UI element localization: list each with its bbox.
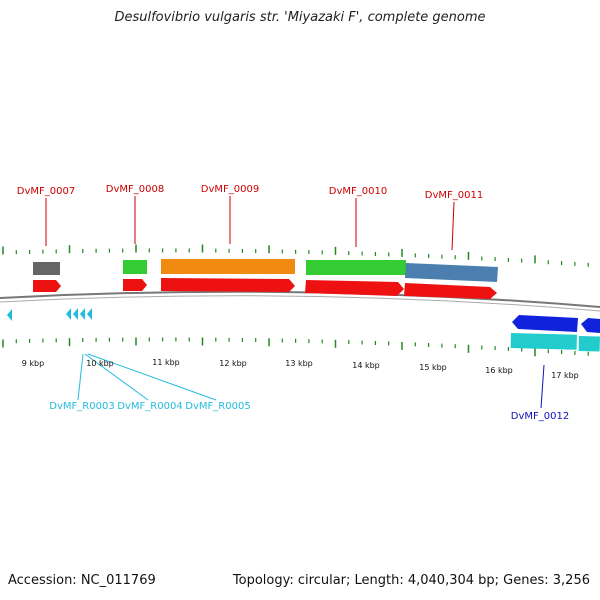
scale-label-9kbp: 9 kbp	[22, 359, 44, 368]
cds-arrow-0011[interactable]	[404, 283, 497, 299]
genome-backbone-outer	[0, 290, 600, 308]
cds-arrow-0008[interactable]	[123, 279, 147, 291]
map-title: Desulfovibrio vulgaris str. 'Miyazaki F'…	[114, 10, 486, 25]
cds-arrow-next[interactable]	[581, 318, 600, 333]
rna-marker-r0003[interactable]	[66, 308, 71, 320]
scale-label-17kbp: 17 kbp	[551, 371, 579, 380]
scale-label-12kbp: 12 kbp	[219, 359, 247, 368]
feature-box-0007[interactable]	[33, 262, 60, 275]
genome-summary-text: Topology: circular; Length: 4,040,304 bp…	[232, 573, 590, 588]
accession-text: Accession: NC_011769	[8, 573, 156, 588]
scale-label-11kbp: 11 kbp	[152, 358, 180, 367]
feature-box-0008[interactable]	[123, 260, 147, 274]
genome-backbone-inner	[0, 295, 600, 312]
leader-line-0012	[540, 364, 545, 409]
rna-marker-r0004[interactable]	[73, 308, 78, 320]
cds-arrow-0009[interactable]	[161, 278, 295, 292]
leader-line-0011	[451, 201, 455, 251]
cds-arrow-0010[interactable]	[305, 280, 404, 296]
scale-label-10kbp: 10 kbp	[86, 359, 114, 368]
scale-label-16kbp: 16 kbp	[485, 366, 513, 375]
rna-marker-r0005b[interactable]	[87, 308, 92, 320]
feature-box-0012[interactable]	[510, 333, 577, 350]
leader-line-r0005	[87, 353, 217, 401]
gene-label-0009[interactable]: DvMF_0009	[201, 184, 259, 195]
feature-box-next[interactable]	[578, 336, 600, 352]
feature-box-0010[interactable]	[306, 260, 406, 275]
gene-label-0010[interactable]: DvMF_0010	[329, 186, 387, 197]
gene-label-0012[interactable]: DvMF_0012	[511, 411, 569, 422]
rna-label-r0005[interactable]: DvMF_R0005	[185, 401, 250, 412]
leader-line-r0003	[77, 353, 84, 401]
rna-label-r0003[interactable]: DvMF_R0003	[49, 401, 114, 412]
gene-label-0008[interactable]: DvMF_0008	[106, 184, 164, 195]
cds-arrow-0007[interactable]	[33, 280, 61, 292]
gene-label-0007[interactable]: DvMF_0007	[17, 186, 75, 197]
scale-label-13kbp: 13 kbp	[285, 359, 313, 368]
rna-marker-left[interactable]	[7, 309, 12, 321]
rna-label-r0004[interactable]: DvMF_R0004	[117, 401, 182, 412]
scale-label-15kbp: 15 kbp	[419, 363, 447, 372]
upper-tick-row	[2, 244, 589, 267]
gene-label-0011[interactable]: DvMF_0011	[425, 190, 483, 201]
scale-label-14kbp: 14 kbp	[352, 361, 380, 370]
lower-tick-row	[2, 337, 589, 357]
feature-box-0011[interactable]	[405, 263, 498, 282]
feature-box-0009[interactable]	[161, 259, 295, 274]
rna-marker-r0005a[interactable]	[80, 308, 85, 320]
leader-line-r0004	[84, 353, 149, 401]
cds-arrow-0012[interactable]	[512, 315, 578, 332]
